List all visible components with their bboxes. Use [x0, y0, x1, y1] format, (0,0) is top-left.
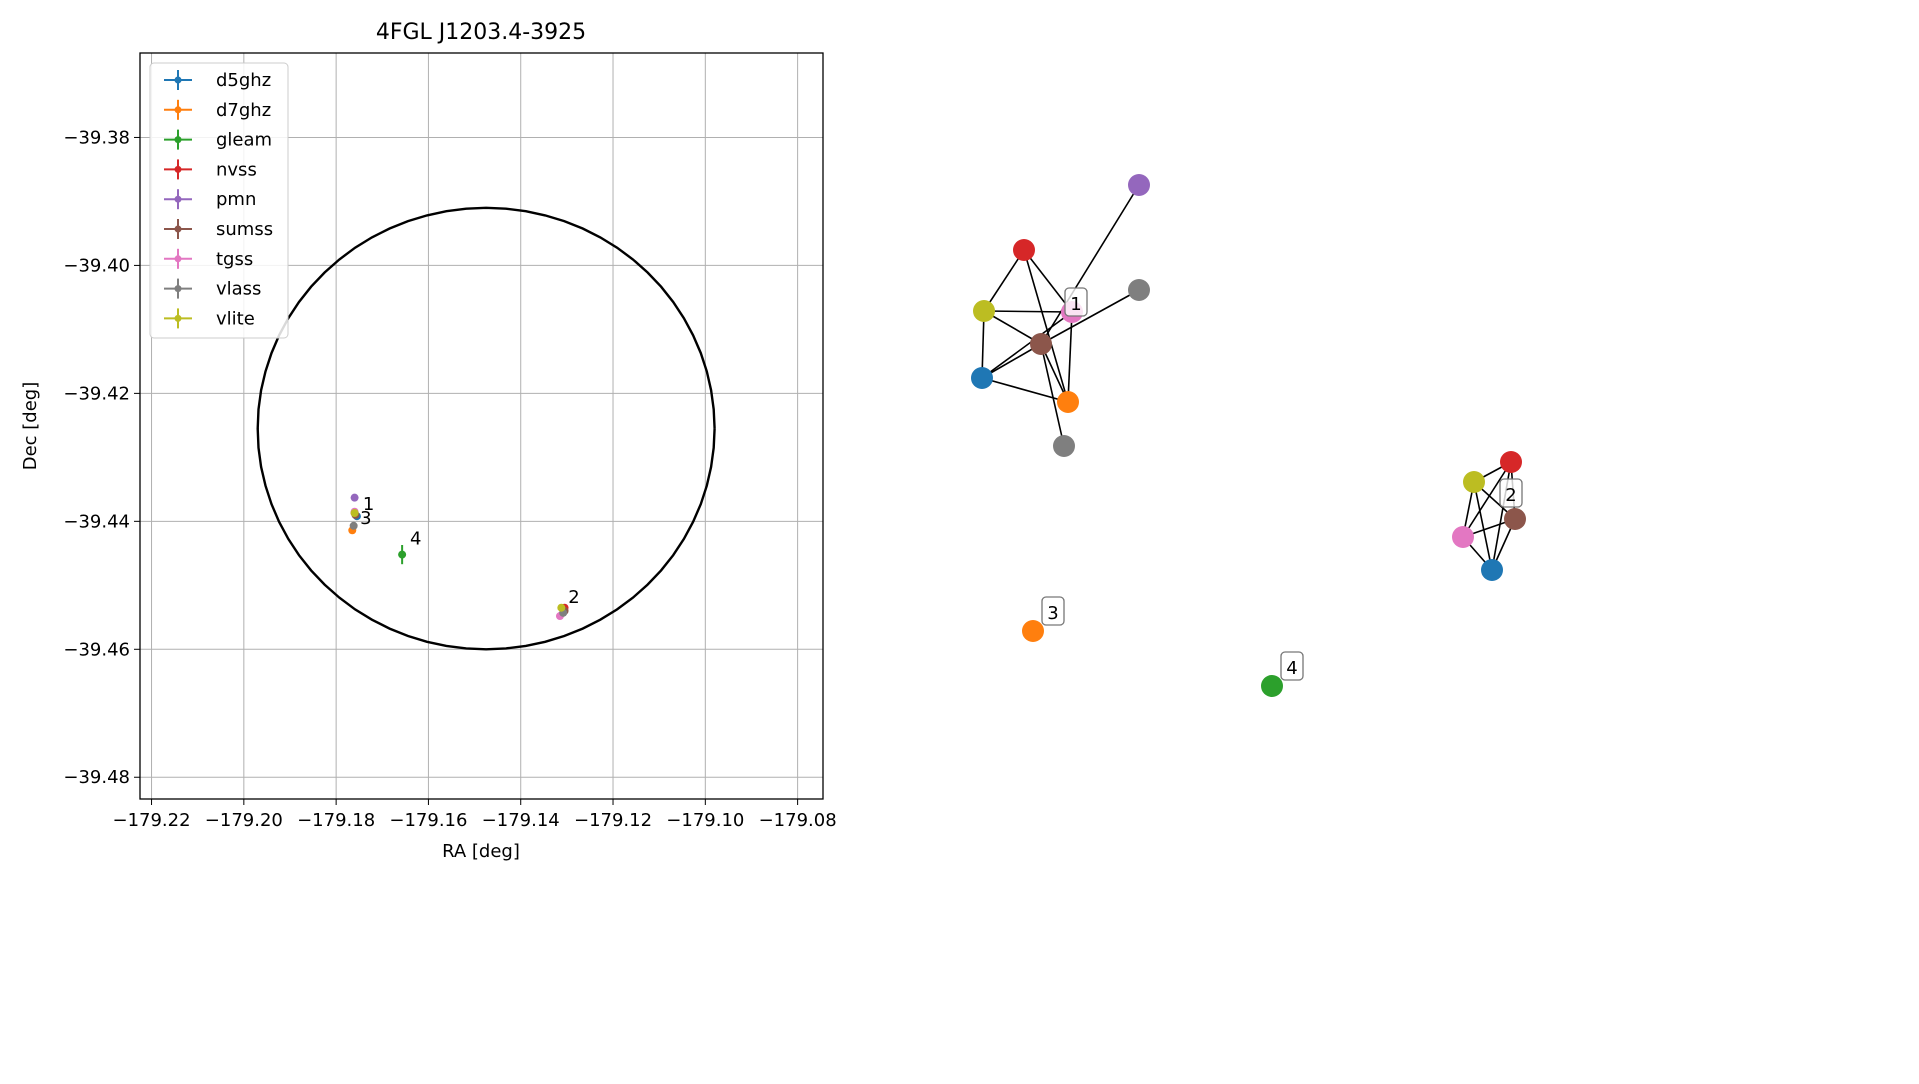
graph-node-g2-sumss — [1504, 508, 1526, 530]
cluster-label-3: 3 — [360, 508, 371, 529]
y-tick-label: −39.42 — [63, 383, 130, 404]
legend-label-vlite: vlite — [216, 308, 255, 329]
legend-label-tgss: tgss — [216, 249, 253, 270]
network-graph: 1 2 3 4 — [971, 174, 1526, 697]
x-axis-label: RA [deg] — [442, 841, 520, 862]
x-tick-label: −179.10 — [666, 810, 744, 831]
plot-area: 1 2 3 4 — [256, 206, 716, 651]
x-tick-label: −179.20 — [205, 810, 283, 831]
x-tick-label: −179.14 — [482, 810, 560, 831]
graph-edge — [983, 249, 1025, 312]
graph-edge — [1067, 311, 1073, 403]
legend-label-d7ghz: d7ghz — [216, 100, 271, 121]
graph-label-3: 3 — [1047, 603, 1058, 624]
y-tick-label: −39.40 — [63, 255, 130, 276]
legend-marker-dot — [174, 314, 182, 322]
cluster-label-4: 4 — [410, 529, 421, 550]
graph-edge — [1462, 461, 1512, 538]
data-point-vlass — [349, 521, 358, 530]
graph-node-g1-vlass2 — [1053, 435, 1075, 457]
legend: d5ghz d7ghz gleam nvss pmn sumss tgss vlass vlit… — [149, 62, 289, 339]
axis-ticks: −179.22 −179.20 −179.18 −179.16 −179.14 −179.… — [63, 127, 836, 831]
graph-edge — [1040, 343, 1065, 447]
localization-ellipse — [256, 206, 716, 651]
graph-node-g2-d5ghz — [1481, 559, 1503, 581]
y-tick-label: −39.46 — [63, 639, 130, 660]
legend-marker-dot — [174, 76, 182, 84]
graph-edge — [1023, 249, 1073, 313]
graph-label-4: 4 — [1286, 658, 1297, 679]
x-tick-label: −179.18 — [297, 810, 375, 831]
axes-frame — [139, 52, 824, 800]
legend-marker-dot — [174, 255, 182, 263]
data-point-gleam — [398, 550, 407, 559]
graph-label-box — [1499, 478, 1523, 508]
graph-node-g1-pmn — [1128, 174, 1150, 196]
chart-title: 4FGL J1203.4-3925 — [376, 20, 586, 45]
legend-marker-dot — [174, 195, 182, 203]
y-tick-label: −39.48 — [63, 767, 130, 788]
x-tick-label: −179.08 — [759, 810, 837, 831]
cluster-label-1: 1 — [363, 494, 374, 515]
graph-node-g1-vlite — [973, 300, 995, 322]
y-tick-label: −39.44 — [63, 511, 130, 532]
y-axis-label: Dec [deg] — [20, 382, 41, 471]
legend-marker-dot — [174, 106, 182, 114]
cluster-label-2: 2 — [568, 587, 579, 608]
graph-label-box — [1041, 596, 1065, 626]
data-point-vlite — [557, 603, 566, 612]
x-tick-label: −179.22 — [112, 810, 190, 831]
y-tick-label: −39.38 — [63, 127, 130, 148]
legend-marker-dot — [174, 165, 182, 173]
legend-label-d5ghz: d5ghz — [216, 70, 271, 91]
graph-edge — [981, 377, 1069, 403]
graph-node-g2-tgss — [1452, 526, 1474, 548]
legend-label-nvss: nvss — [216, 159, 257, 180]
legend-marker-dot — [174, 285, 182, 293]
graph-node-g1-sumss — [1030, 333, 1052, 355]
data-point-pmn — [350, 493, 359, 502]
legend-label-pmn: pmn — [216, 189, 256, 210]
graph-edge — [1040, 184, 1140, 345]
graph-node-g3-d7ghz — [1022, 620, 1044, 642]
data-point-vlite — [350, 509, 359, 518]
x-tick-label: −179.16 — [389, 810, 467, 831]
graph-node-g1-d5ghz — [971, 367, 993, 389]
legend-label-vlass: vlass — [216, 279, 261, 300]
graph-node-g1-nvss — [1013, 239, 1035, 261]
legend-label-gleam: gleam — [216, 130, 272, 151]
legend-label-sumss: sumss — [216, 219, 273, 240]
graph-node-g4-gleam — [1261, 675, 1283, 697]
legend-box — [149, 62, 289, 339]
x-tick-label: −179.12 — [574, 810, 652, 831]
legend-marker-dot — [174, 136, 182, 144]
graph-node-g2-vlite — [1463, 471, 1485, 493]
graph-edge — [983, 310, 1073, 313]
graph-label-1: 1 — [1070, 294, 1081, 315]
graph-edge — [981, 343, 1042, 379]
graph-edge — [1473, 481, 1493, 571]
graph-node-g2-nvss — [1500, 451, 1522, 473]
graph-edge — [1040, 289, 1140, 345]
graph-edge — [1023, 249, 1069, 403]
graph-edge — [981, 311, 1073, 379]
graph-node-g1-d7ghz — [1057, 391, 1079, 413]
graph-edge — [981, 310, 985, 379]
legend-marker-dot — [174, 225, 182, 233]
graph-label-box — [1280, 651, 1304, 681]
graph-label-box — [1064, 287, 1088, 317]
graph-label-2: 2 — [1505, 485, 1516, 506]
graph-node-g1-vlass — [1128, 279, 1150, 301]
